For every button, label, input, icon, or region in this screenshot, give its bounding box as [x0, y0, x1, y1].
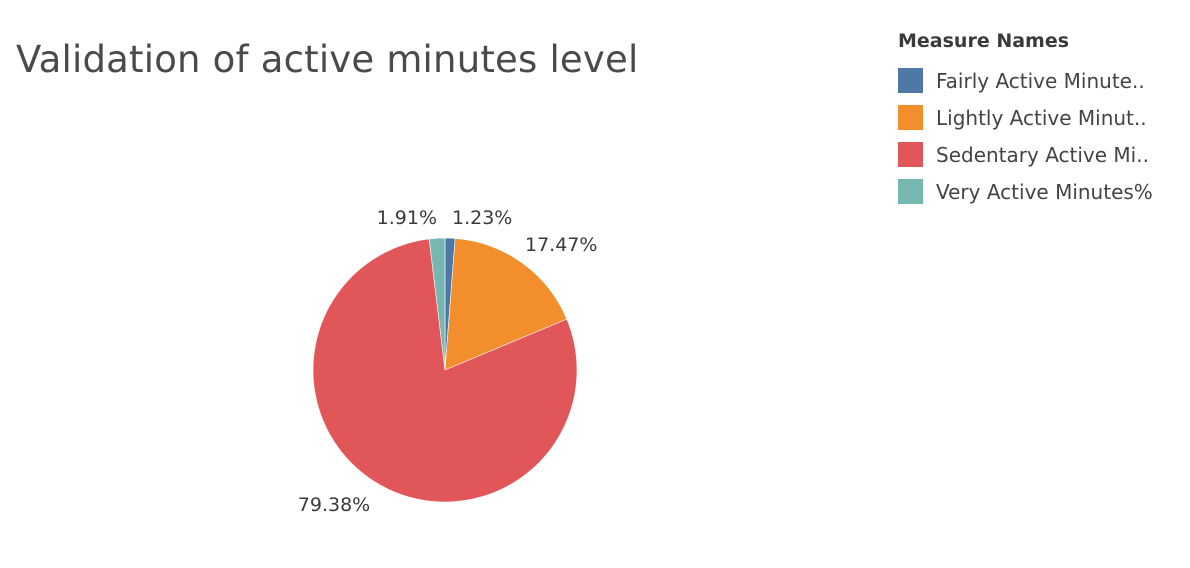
- legend-label: Lightly Active Minut..: [936, 105, 1147, 130]
- legend-item-very-active[interactable]: Very Active Minutes%: [898, 173, 1183, 210]
- legend-swatch: [898, 179, 923, 204]
- legend-swatch: [898, 68, 923, 93]
- legend-title: Measure Names: [898, 30, 1070, 52]
- legend-label: Fairly Active Minute..: [936, 68, 1145, 93]
- pie-slices: [312, 237, 578, 503]
- legend-item-lightly-active[interactable]: Lightly Active Minut..: [898, 99, 1183, 136]
- pie-slice[interactable]: [444, 238, 568, 371]
- slice-label: 1.91%: [377, 207, 437, 229]
- legend-item-fairly-active[interactable]: Fairly Active Minute..: [898, 62, 1183, 99]
- legend: Measure Names Fairly Active Minute.. Lig…: [898, 30, 1183, 210]
- pie-slice[interactable]: [312, 238, 578, 503]
- pie-slice[interactable]: [428, 237, 446, 371]
- slice-label: 17.47%: [525, 234, 597, 256]
- legend-swatch: [898, 142, 923, 167]
- slice-label: 79.38%: [298, 494, 370, 516]
- legend-swatch: [898, 105, 923, 130]
- legend-label: Very Active Minutes%: [936, 179, 1153, 204]
- slice-label: 1.23%: [452, 207, 512, 229]
- legend-item-sedentary-active[interactable]: Sedentary Active Mi..: [898, 136, 1183, 173]
- pie-labels: 1.23% 17.47% 79.38% 1.91%: [298, 207, 598, 516]
- chart-title: Validation of active minutes level: [16, 38, 639, 81]
- legend-label: Sedentary Active Mi..: [936, 142, 1149, 167]
